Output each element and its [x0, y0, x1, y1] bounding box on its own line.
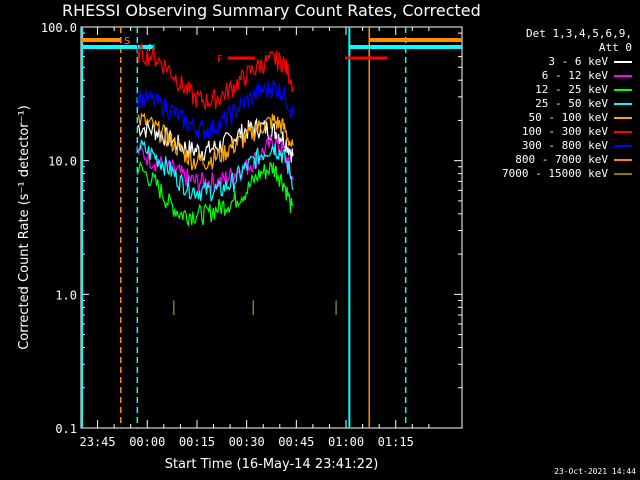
- legend-entry: 12 - 25 keV: [502, 83, 632, 97]
- legend-entry: 50 - 100 keV: [502, 111, 632, 125]
- x-tick-label: 01:00: [328, 435, 364, 449]
- plot-frame: [80, 26, 463, 429]
- y-tick-label: 1.0: [55, 288, 77, 302]
- legend-entry: 6 - 12 keV: [502, 69, 632, 83]
- x-axis-label: Start Time (16-May-14 23:41:22): [165, 457, 379, 472]
- flag-label: F: [217, 54, 223, 65]
- legend-label: 100 - 300 keV: [521, 125, 608, 138]
- legend-swatch: [614, 117, 632, 119]
- legend-swatch: [614, 89, 632, 91]
- series-line: [136, 161, 294, 228]
- legend-label: 300 - 800 keV: [521, 139, 608, 152]
- legend-swatch: [614, 145, 632, 147]
- legend-swatch: [614, 159, 632, 161]
- y-tick-label: 100.0: [41, 21, 77, 35]
- legend-swatch: [614, 103, 632, 105]
- legend-swatch: [614, 75, 632, 77]
- y-tick-label: 10.0: [48, 155, 77, 169]
- x-tick-label: 00:15: [179, 435, 215, 449]
- legend-header-1: Det 1,3,4,5,6,9,: [526, 27, 632, 40]
- legend-entry: 3 - 6 keV: [502, 55, 632, 69]
- series-line: [136, 42, 294, 110]
- legend-entry: 300 - 800 keV: [502, 139, 632, 153]
- legend-label: 6 - 12 keV: [541, 69, 608, 82]
- legend: Det 1,3,4,5,6,9, Att 0 3 - 6 keV 6 - 12 k…: [502, 27, 632, 181]
- series-line: [136, 117, 294, 163]
- x-tick-label: 01:15: [378, 435, 414, 449]
- y-tick-label: 0.1: [55, 422, 77, 436]
- legend-entry: 25 - 50 keV: [502, 97, 632, 111]
- legend-entry: 800 - 7000 keV: [502, 153, 632, 167]
- timestamp: 23-Oct-2021 14:44: [554, 467, 636, 476]
- x-tick-label: 00:00: [129, 435, 165, 449]
- y-axis-label: Corrected Count Rate (s⁻¹ detector⁻¹): [17, 105, 32, 350]
- series-line: [137, 112, 294, 171]
- legend-swatch: [614, 61, 632, 63]
- chart-title: RHESSI Observing Summary Count Rates, Co…: [62, 1, 481, 20]
- legend-label: 3 - 6 keV: [548, 55, 608, 68]
- legend-swatch: [614, 173, 632, 175]
- legend-label: 50 - 100 keV: [528, 111, 608, 124]
- flag-label: N: [148, 43, 155, 54]
- legend-label: 25 - 50 keV: [535, 97, 608, 110]
- legend-swatch: [614, 131, 632, 133]
- legend-label: 800 - 7000 keV: [515, 153, 608, 166]
- x-tick-label: 23:45: [80, 435, 116, 449]
- legend-header-2: Att 0: [598, 41, 632, 54]
- legend-entry: 100 - 300 keV: [502, 125, 632, 139]
- legend-entry: 7000 - 15000 keV: [502, 167, 632, 181]
- x-tick-label: 00:30: [229, 435, 265, 449]
- series-line: [136, 79, 294, 139]
- x-tick-label: 00:45: [278, 435, 314, 449]
- legend-label: 12 - 25 keV: [535, 83, 608, 96]
- series-line: [137, 139, 294, 202]
- legend-label: 7000 - 15000 keV: [502, 167, 608, 180]
- flag-label: S: [124, 36, 130, 47]
